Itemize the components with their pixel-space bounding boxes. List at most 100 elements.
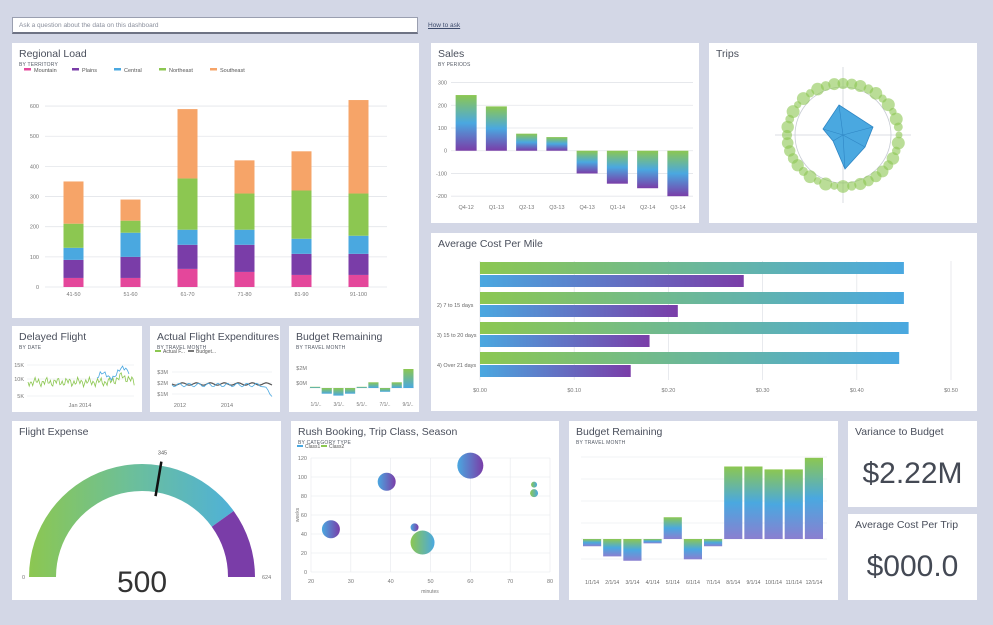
bar bbox=[310, 386, 321, 388]
bar bbox=[480, 352, 900, 364]
radar-point bbox=[819, 177, 833, 191]
x-tick-label: 11/1/14 bbox=[786, 580, 803, 586]
bar bbox=[368, 382, 379, 388]
bar-segment bbox=[63, 277, 84, 287]
bar-segment bbox=[63, 247, 84, 260]
radar-point bbox=[828, 78, 841, 91]
y-axis-label: weeks bbox=[295, 507, 301, 522]
bubble bbox=[377, 472, 396, 491]
bar-segment bbox=[63, 259, 84, 278]
y-tick-label: 10K bbox=[14, 377, 24, 383]
legend-swatch bbox=[72, 68, 79, 71]
y-tick-label: 15K bbox=[14, 363, 24, 369]
bar bbox=[663, 517, 682, 539]
bar bbox=[637, 150, 659, 189]
bubble bbox=[321, 520, 340, 539]
y-tick-label: $0M bbox=[296, 381, 307, 387]
panel-subtitle: BY TRAVEL MONTH bbox=[576, 440, 626, 446]
legend-label: Class2 bbox=[329, 444, 345, 450]
bar-segment bbox=[234, 244, 255, 272]
x-tick-label: 1/1/.. bbox=[310, 402, 321, 408]
panel-title: Average Cost Per Trip bbox=[855, 519, 959, 531]
x-axis-label: minutes bbox=[421, 589, 439, 595]
bar-segment bbox=[291, 253, 312, 275]
bubble bbox=[457, 452, 484, 479]
bar bbox=[546, 137, 568, 151]
legend-swatch bbox=[159, 68, 166, 71]
bubble bbox=[410, 530, 435, 555]
x-tick-label: $0.30 bbox=[756, 388, 770, 394]
how-to-ask-link[interactable]: How to ask bbox=[428, 22, 461, 29]
bar bbox=[485, 106, 507, 151]
trips-panel: Trips bbox=[709, 43, 977, 223]
bar-segment bbox=[120, 220, 141, 233]
y-tick-label: 0 bbox=[444, 149, 447, 155]
y-tick-label: 60 bbox=[301, 513, 307, 519]
bubble bbox=[410, 523, 419, 532]
y-tick-label: 3) 15 to 20 days bbox=[437, 333, 477, 339]
flight-expense-gauge: 345 0 624 500 bbox=[22, 451, 271, 599]
y-tick-label: 600 bbox=[30, 104, 39, 110]
x-tick-label: Q3-13 bbox=[549, 205, 564, 211]
variance-to-budget-panel: Variance to Budget $2.22M bbox=[848, 421, 977, 507]
bar-segment bbox=[348, 274, 369, 287]
legend-label: Actual F... bbox=[163, 349, 185, 355]
x-tick-label: 3/1/14 bbox=[625, 580, 639, 586]
bar-segment bbox=[291, 238, 312, 254]
legend-label: Class1 bbox=[305, 444, 321, 450]
x-tick-label: 41-50 bbox=[66, 292, 80, 298]
budget-remaining-small-chart: $2M $0M 1/1/.. 3/1/.. 5/1/.. 7/1/.. 9/1/.. bbox=[296, 366, 414, 408]
radar-point bbox=[854, 177, 867, 191]
bar bbox=[356, 386, 367, 388]
radar-spoke bbox=[838, 104, 844, 136]
x-tick-label: Q4-13 bbox=[579, 205, 594, 211]
flight-expense-panel: Flight Expense 345 0 624 500 bbox=[12, 421, 281, 600]
x-tick-label: 2012 bbox=[174, 403, 186, 409]
radar-point bbox=[830, 181, 839, 190]
y-tick-label: -100 bbox=[436, 171, 447, 177]
rush-booking-panel: Rush Booking, Trip Class, Season BY CATE… bbox=[291, 421, 559, 600]
bar bbox=[667, 150, 689, 197]
x-tick-label: Q2-14 bbox=[640, 205, 655, 211]
budget-remaining-large-panel: Budget Remaining BY TRAVEL MONTH 1/1/14 2… bbox=[569, 421, 838, 600]
x-tick-label: 61-70 bbox=[180, 292, 194, 298]
gauge-value-arc bbox=[29, 463, 234, 577]
gauge-target-label: 345 bbox=[158, 451, 167, 457]
y-tick-label: 300 bbox=[30, 195, 39, 201]
y-tick-label: 40 bbox=[301, 532, 307, 538]
budget-remaining-large-chart: 1/1/14 2/1/14 3/1/14 4/1/14 5/1/14 6/1/14 7/1/… bbox=[581, 456, 827, 586]
x-tick-label: 2014 bbox=[221, 403, 233, 409]
bar bbox=[480, 335, 650, 347]
bar bbox=[744, 466, 763, 539]
panel-subtitle: BY PERIODS bbox=[438, 62, 471, 68]
bar bbox=[345, 388, 356, 394]
bar-segment bbox=[348, 100, 369, 194]
x-tick-label: 40 bbox=[388, 579, 394, 585]
x-tick-label: 7/1/.. bbox=[379, 402, 390, 408]
legend-label: Plains bbox=[82, 68, 97, 74]
x-tick-label: Q2-13 bbox=[519, 205, 534, 211]
y-tick-label: 200 bbox=[438, 103, 447, 109]
radar-point bbox=[854, 79, 867, 93]
bar-segment bbox=[120, 277, 141, 287]
radar-point bbox=[847, 181, 857, 191]
x-tick-label: Q1-13 bbox=[489, 205, 504, 211]
y-tick-label: $2M bbox=[157, 381, 168, 387]
x-tick-label: 5/1/.. bbox=[356, 402, 367, 408]
variance-value: $2.22M bbox=[862, 457, 963, 490]
radar-point bbox=[786, 105, 800, 119]
x-tick-label: 5/1/14 bbox=[666, 580, 680, 586]
actual-flight-expenditures-chart: Actual F... Budget... $1M $2M $3M 2012 2014 bbox=[155, 349, 273, 409]
bubble bbox=[531, 481, 538, 488]
y-tick-label: 2) 7 to 15 days bbox=[437, 303, 474, 309]
x-tick-label: 9/1/.. bbox=[402, 402, 413, 408]
gauge-value: 500 bbox=[117, 566, 167, 599]
panel-subtitle: BY TERRITORY bbox=[19, 62, 58, 68]
x-tick-label: 60 bbox=[467, 579, 473, 585]
y-tick-label: 300 bbox=[438, 81, 447, 87]
gauge-target-marker bbox=[154, 461, 163, 497]
bar bbox=[480, 275, 744, 287]
search-input[interactable]: Ask a question about the data on this da… bbox=[12, 17, 418, 34]
x-tick-label: 51-60 bbox=[123, 292, 137, 298]
